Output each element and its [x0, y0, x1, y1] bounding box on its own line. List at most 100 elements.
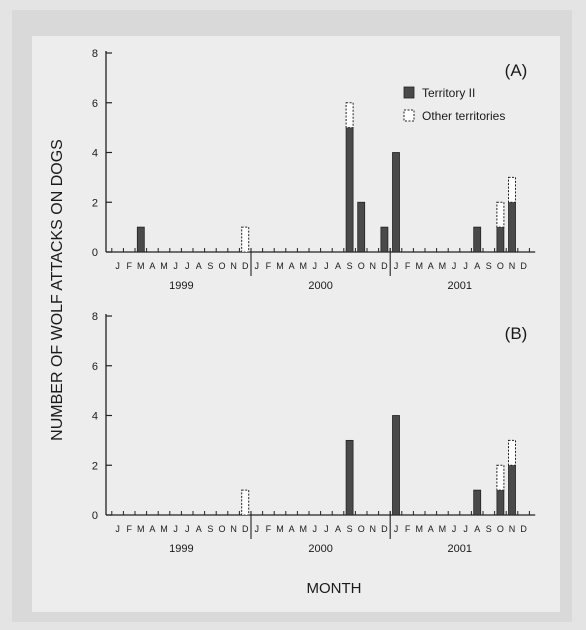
bar-territory-ii [380, 226, 389, 253]
bar-territory-ii [473, 489, 482, 516]
month-label: A [335, 261, 341, 271]
y-tick-label: 6 [92, 361, 98, 373]
month-label: J [313, 524, 318, 534]
month-label: A [196, 524, 202, 534]
month-label: M [276, 261, 284, 271]
year-label: 2000 [308, 280, 332, 292]
month-label: J [394, 524, 399, 534]
month-label: M [299, 524, 307, 534]
y-tick-label: 6 [92, 98, 98, 110]
month-label: A [149, 261, 155, 271]
month-label: O [358, 524, 365, 534]
bar-territory-ii [473, 226, 482, 253]
bar-territory-ii [357, 201, 366, 253]
panel-label: (A) [505, 61, 528, 80]
month-label: D [520, 524, 527, 534]
legend-entry-territory: Territory II [422, 86, 475, 100]
bar-territory-ii [392, 152, 400, 253]
month-label: N [230, 524, 237, 534]
month-label: D [242, 524, 249, 534]
month-label: F [405, 261, 411, 271]
month-label: D [381, 261, 388, 271]
x-axis-label: MONTH [307, 580, 362, 597]
month-label: D [242, 261, 249, 271]
month-label: J [463, 524, 468, 534]
month-label: N [370, 524, 377, 534]
month-label: N [370, 261, 377, 271]
month-label: A [428, 524, 434, 534]
month-label: M [439, 261, 447, 271]
month-label: N [509, 261, 516, 271]
month-label: A [289, 524, 295, 534]
y-axis-label: NUMBER OF WOLF ATTACKS ON DOGS [49, 139, 66, 441]
legend: Territory II Other territories [403, 86, 505, 123]
month-label: O [218, 261, 225, 271]
month-label: O [497, 524, 504, 534]
month-label: S [207, 261, 213, 271]
month-label: S [207, 524, 213, 534]
y-tick-label: 2 [92, 197, 98, 209]
month-label: J [173, 524, 178, 534]
year-label: 2000 [308, 543, 332, 555]
bar-other-territories [241, 226, 250, 253]
month-label: J [173, 261, 178, 271]
month-label: J [452, 261, 457, 271]
month-label: A [196, 261, 202, 271]
month-label: J [115, 524, 120, 534]
month-label: M [137, 524, 145, 534]
month-label: M [415, 524, 423, 534]
month-label: A [474, 524, 480, 534]
month-label: J [463, 261, 468, 271]
y-tick-label: 4 [92, 148, 98, 160]
month-label: J [324, 261, 329, 271]
y-tick-label: 0 [92, 510, 98, 522]
y-tick-label: 0 [92, 247, 98, 259]
month-label: D [381, 524, 388, 534]
year-label: 1999 [169, 280, 193, 292]
month-label: J [324, 524, 329, 534]
month-label: J [185, 261, 190, 271]
bar-other-territories [508, 176, 516, 203]
month-label: A [335, 524, 341, 534]
legend-entry-other: Other territories [422, 109, 505, 123]
month-label: M [160, 261, 168, 271]
bar-territory-ii [496, 489, 505, 516]
legend-swatch-other [403, 109, 415, 122]
month-label: J [185, 524, 190, 534]
month-label: D [520, 261, 527, 271]
bar-other-territories [508, 439, 516, 466]
month-label: A [428, 261, 434, 271]
month-label: F [405, 524, 411, 534]
panel-label: (B) [505, 324, 528, 343]
bar-territory-ii [508, 201, 516, 253]
month-label: F [126, 524, 132, 534]
bar-territory-ii [345, 439, 354, 516]
bar-other-territories [241, 489, 250, 516]
bar-territory-ii [508, 464, 516, 516]
month-label: J [394, 261, 399, 271]
year-label: 1999 [169, 543, 193, 555]
month-label: M [160, 524, 168, 534]
month-label: A [289, 261, 295, 271]
y-tick-label: 2 [92, 460, 98, 472]
y-tick-label: 8 [92, 48, 98, 60]
month-label: S [486, 524, 492, 534]
month-label: J [452, 524, 457, 534]
month-label: S [486, 261, 492, 271]
month-label: O [497, 261, 504, 271]
bar-territory-ii [392, 415, 400, 516]
month-label: F [266, 524, 272, 534]
month-label: M [299, 261, 307, 271]
month-label: J [313, 261, 318, 271]
month-label: F [126, 261, 132, 271]
bar-territory-ii [496, 226, 505, 253]
month-label: M [439, 524, 447, 534]
figure-panel [32, 36, 560, 612]
month-label: S [347, 261, 353, 271]
y-tick-label: 4 [92, 411, 98, 423]
year-label: 2001 [448, 280, 472, 292]
month-label: N [230, 261, 237, 271]
month-label: M [276, 524, 284, 534]
